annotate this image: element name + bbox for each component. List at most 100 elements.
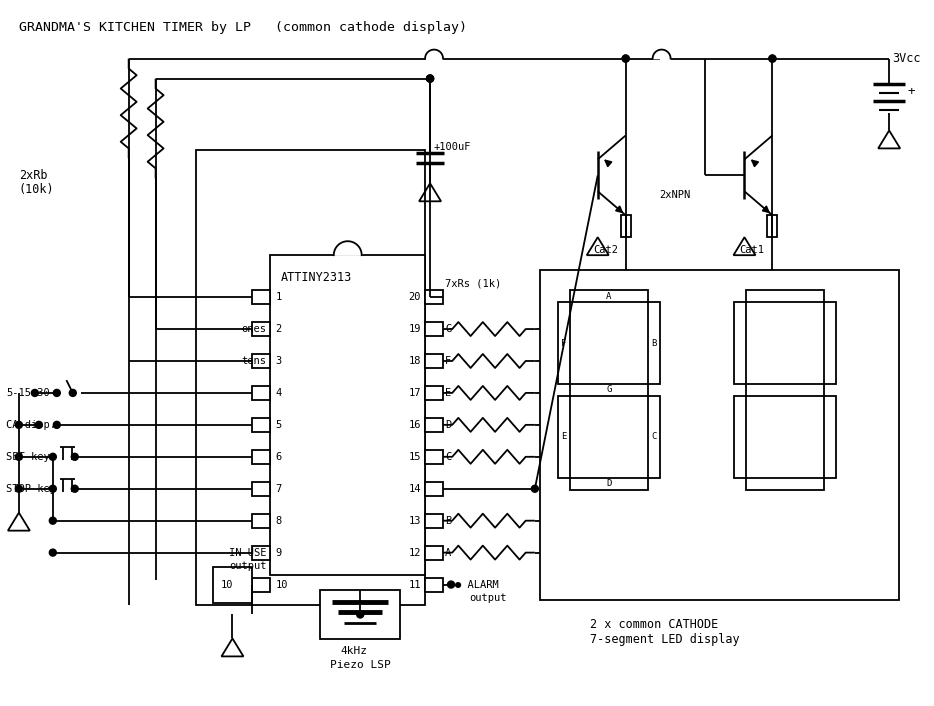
Text: B: B [651, 338, 657, 347]
Circle shape [427, 75, 433, 82]
Bar [425, 481, 443, 496]
Bar [252, 578, 270, 592]
Text: 3Vcc: 3Vcc [892, 52, 921, 65]
Text: 4kHz: 4kHz [340, 647, 367, 657]
Bar [570, 290, 647, 302]
Bar [320, 590, 400, 640]
Circle shape [71, 485, 78, 492]
Text: 7-segment LED display: 7-segment LED display [589, 633, 740, 646]
Bar [425, 450, 443, 464]
Text: +100uF: +100uF [433, 143, 471, 152]
Text: tens: tens [241, 356, 266, 366]
Text: 15: 15 [408, 452, 421, 462]
Text: 2xRb: 2xRb [19, 169, 48, 182]
Text: STOP key: STOP key [6, 484, 56, 493]
Text: 10: 10 [276, 580, 288, 590]
Text: 11: 11 [408, 580, 421, 590]
Text: ones: ones [241, 324, 266, 334]
Polygon shape [333, 241, 361, 255]
Polygon shape [425, 49, 443, 59]
Circle shape [53, 421, 61, 429]
Bar [425, 386, 443, 400]
Circle shape [357, 611, 363, 618]
Bar [252, 418, 270, 432]
Text: 2xNPN: 2xNPN [659, 191, 691, 201]
Bar [425, 546, 443, 560]
Bar [540, 270, 899, 599]
Text: B: B [445, 515, 451, 526]
Circle shape [35, 421, 42, 429]
Text: F: F [561, 338, 567, 347]
Text: 19: 19 [408, 324, 421, 334]
Text: D: D [606, 479, 612, 489]
Text: A: A [445, 548, 451, 558]
Text: 3: 3 [276, 356, 282, 366]
Text: E: E [445, 388, 451, 398]
Bar [425, 514, 443, 527]
Text: 12: 12 [408, 548, 421, 558]
Bar [734, 302, 746, 384]
Circle shape [447, 581, 455, 588]
Text: 2: 2 [276, 324, 282, 334]
Bar [252, 481, 270, 496]
Bar [252, 386, 270, 400]
Bar [252, 546, 270, 560]
Bar [768, 215, 777, 237]
Text: GRANDMA'S KITCHEN TIMER by LP   (common cathode display): GRANDMA'S KITCHEN TIMER by LP (common ca… [19, 20, 467, 34]
Circle shape [50, 549, 56, 556]
Circle shape [769, 55, 776, 62]
Text: Cat2: Cat2 [593, 245, 617, 255]
Bar [746, 290, 825, 302]
Text: 6: 6 [276, 452, 282, 462]
Circle shape [427, 75, 433, 82]
Text: C: C [445, 452, 451, 462]
Bar [252, 322, 270, 336]
Text: ● ALARM: ● ALARM [455, 580, 499, 590]
Text: output: output [229, 561, 266, 570]
Bar [746, 478, 825, 490]
Text: E: E [561, 432, 567, 441]
Text: 18: 18 [408, 356, 421, 366]
Text: G: G [606, 385, 612, 395]
Circle shape [15, 485, 22, 492]
Bar [252, 290, 270, 304]
Bar [195, 150, 425, 604]
Text: CA disp.: CA disp. [6, 420, 56, 430]
Circle shape [15, 421, 22, 429]
Text: 2 x common CATHODE: 2 x common CATHODE [589, 618, 718, 631]
Text: output: output [469, 592, 506, 602]
Text: 10: 10 [220, 580, 233, 590]
Text: SET key: SET key [6, 452, 50, 462]
Circle shape [622, 55, 630, 62]
Text: 7: 7 [276, 484, 282, 493]
Bar [425, 578, 443, 592]
Circle shape [15, 453, 22, 460]
Circle shape [622, 55, 630, 62]
Bar [213, 567, 252, 602]
Circle shape [769, 55, 776, 62]
Text: 7xRs (1k): 7xRs (1k) [445, 278, 502, 288]
Text: 16: 16 [408, 420, 421, 430]
Bar [746, 384, 825, 396]
Bar [647, 396, 659, 478]
Bar [734, 396, 746, 478]
Text: 20: 20 [408, 292, 421, 302]
Bar [425, 418, 443, 432]
Text: +: + [907, 85, 914, 98]
Bar [252, 514, 270, 527]
Bar [558, 302, 570, 384]
Bar [621, 215, 630, 237]
Circle shape [50, 517, 56, 524]
Text: 4: 4 [276, 388, 282, 398]
Bar [252, 450, 270, 464]
Text: 9: 9 [276, 548, 282, 558]
Circle shape [50, 453, 56, 460]
Bar [425, 322, 443, 336]
Circle shape [531, 485, 538, 492]
Text: 5-15-30: 5-15-30 [6, 388, 50, 398]
Text: Piezo LSP: Piezo LSP [331, 660, 391, 671]
Bar [825, 302, 836, 384]
Text: Cat1: Cat1 [740, 245, 764, 255]
Circle shape [427, 75, 433, 82]
Text: G: G [445, 324, 451, 334]
